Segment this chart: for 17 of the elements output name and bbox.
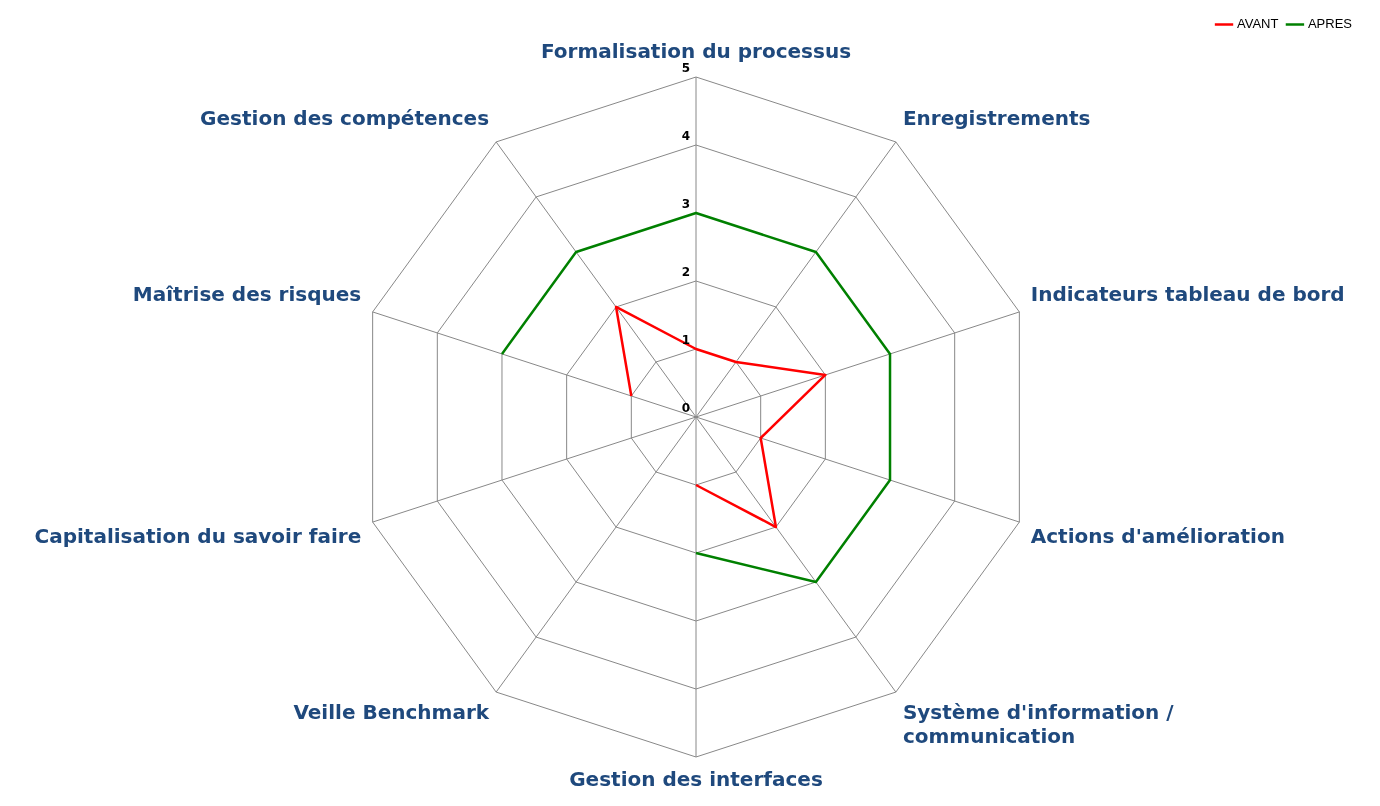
spoke-label: Capitalisation du savoir faire bbox=[34, 523, 362, 548]
y-tick-label: 5 bbox=[681, 61, 690, 76]
spoke-label: Actions d'amélioration bbox=[1030, 523, 1285, 548]
legend-label: AVANT bbox=[1237, 16, 1279, 32]
y-tick-label: 3 bbox=[681, 197, 690, 212]
spoke-label: Gestion des interfaces bbox=[569, 767, 823, 792]
spoke-label: Indicateurs tableau de bord bbox=[1030, 282, 1345, 307]
spoke-label: Gestion des compétences bbox=[200, 106, 490, 131]
spoke-label: Enregistrements bbox=[902, 106, 1091, 131]
spoke-label: Système d'information / communication bbox=[902, 699, 1175, 748]
y-tick-label: 2 bbox=[681, 265, 690, 280]
spoke-label: Maîtrise des risques bbox=[132, 282, 362, 307]
legend-label: APRES bbox=[1307, 16, 1353, 32]
spoke-label: Formalisation du processus bbox=[540, 39, 852, 64]
y-tick-label: 4 bbox=[681, 129, 690, 144]
y-tick-label: 0 bbox=[681, 401, 690, 416]
spoke-label: Veille Benchmark bbox=[293, 699, 490, 724]
